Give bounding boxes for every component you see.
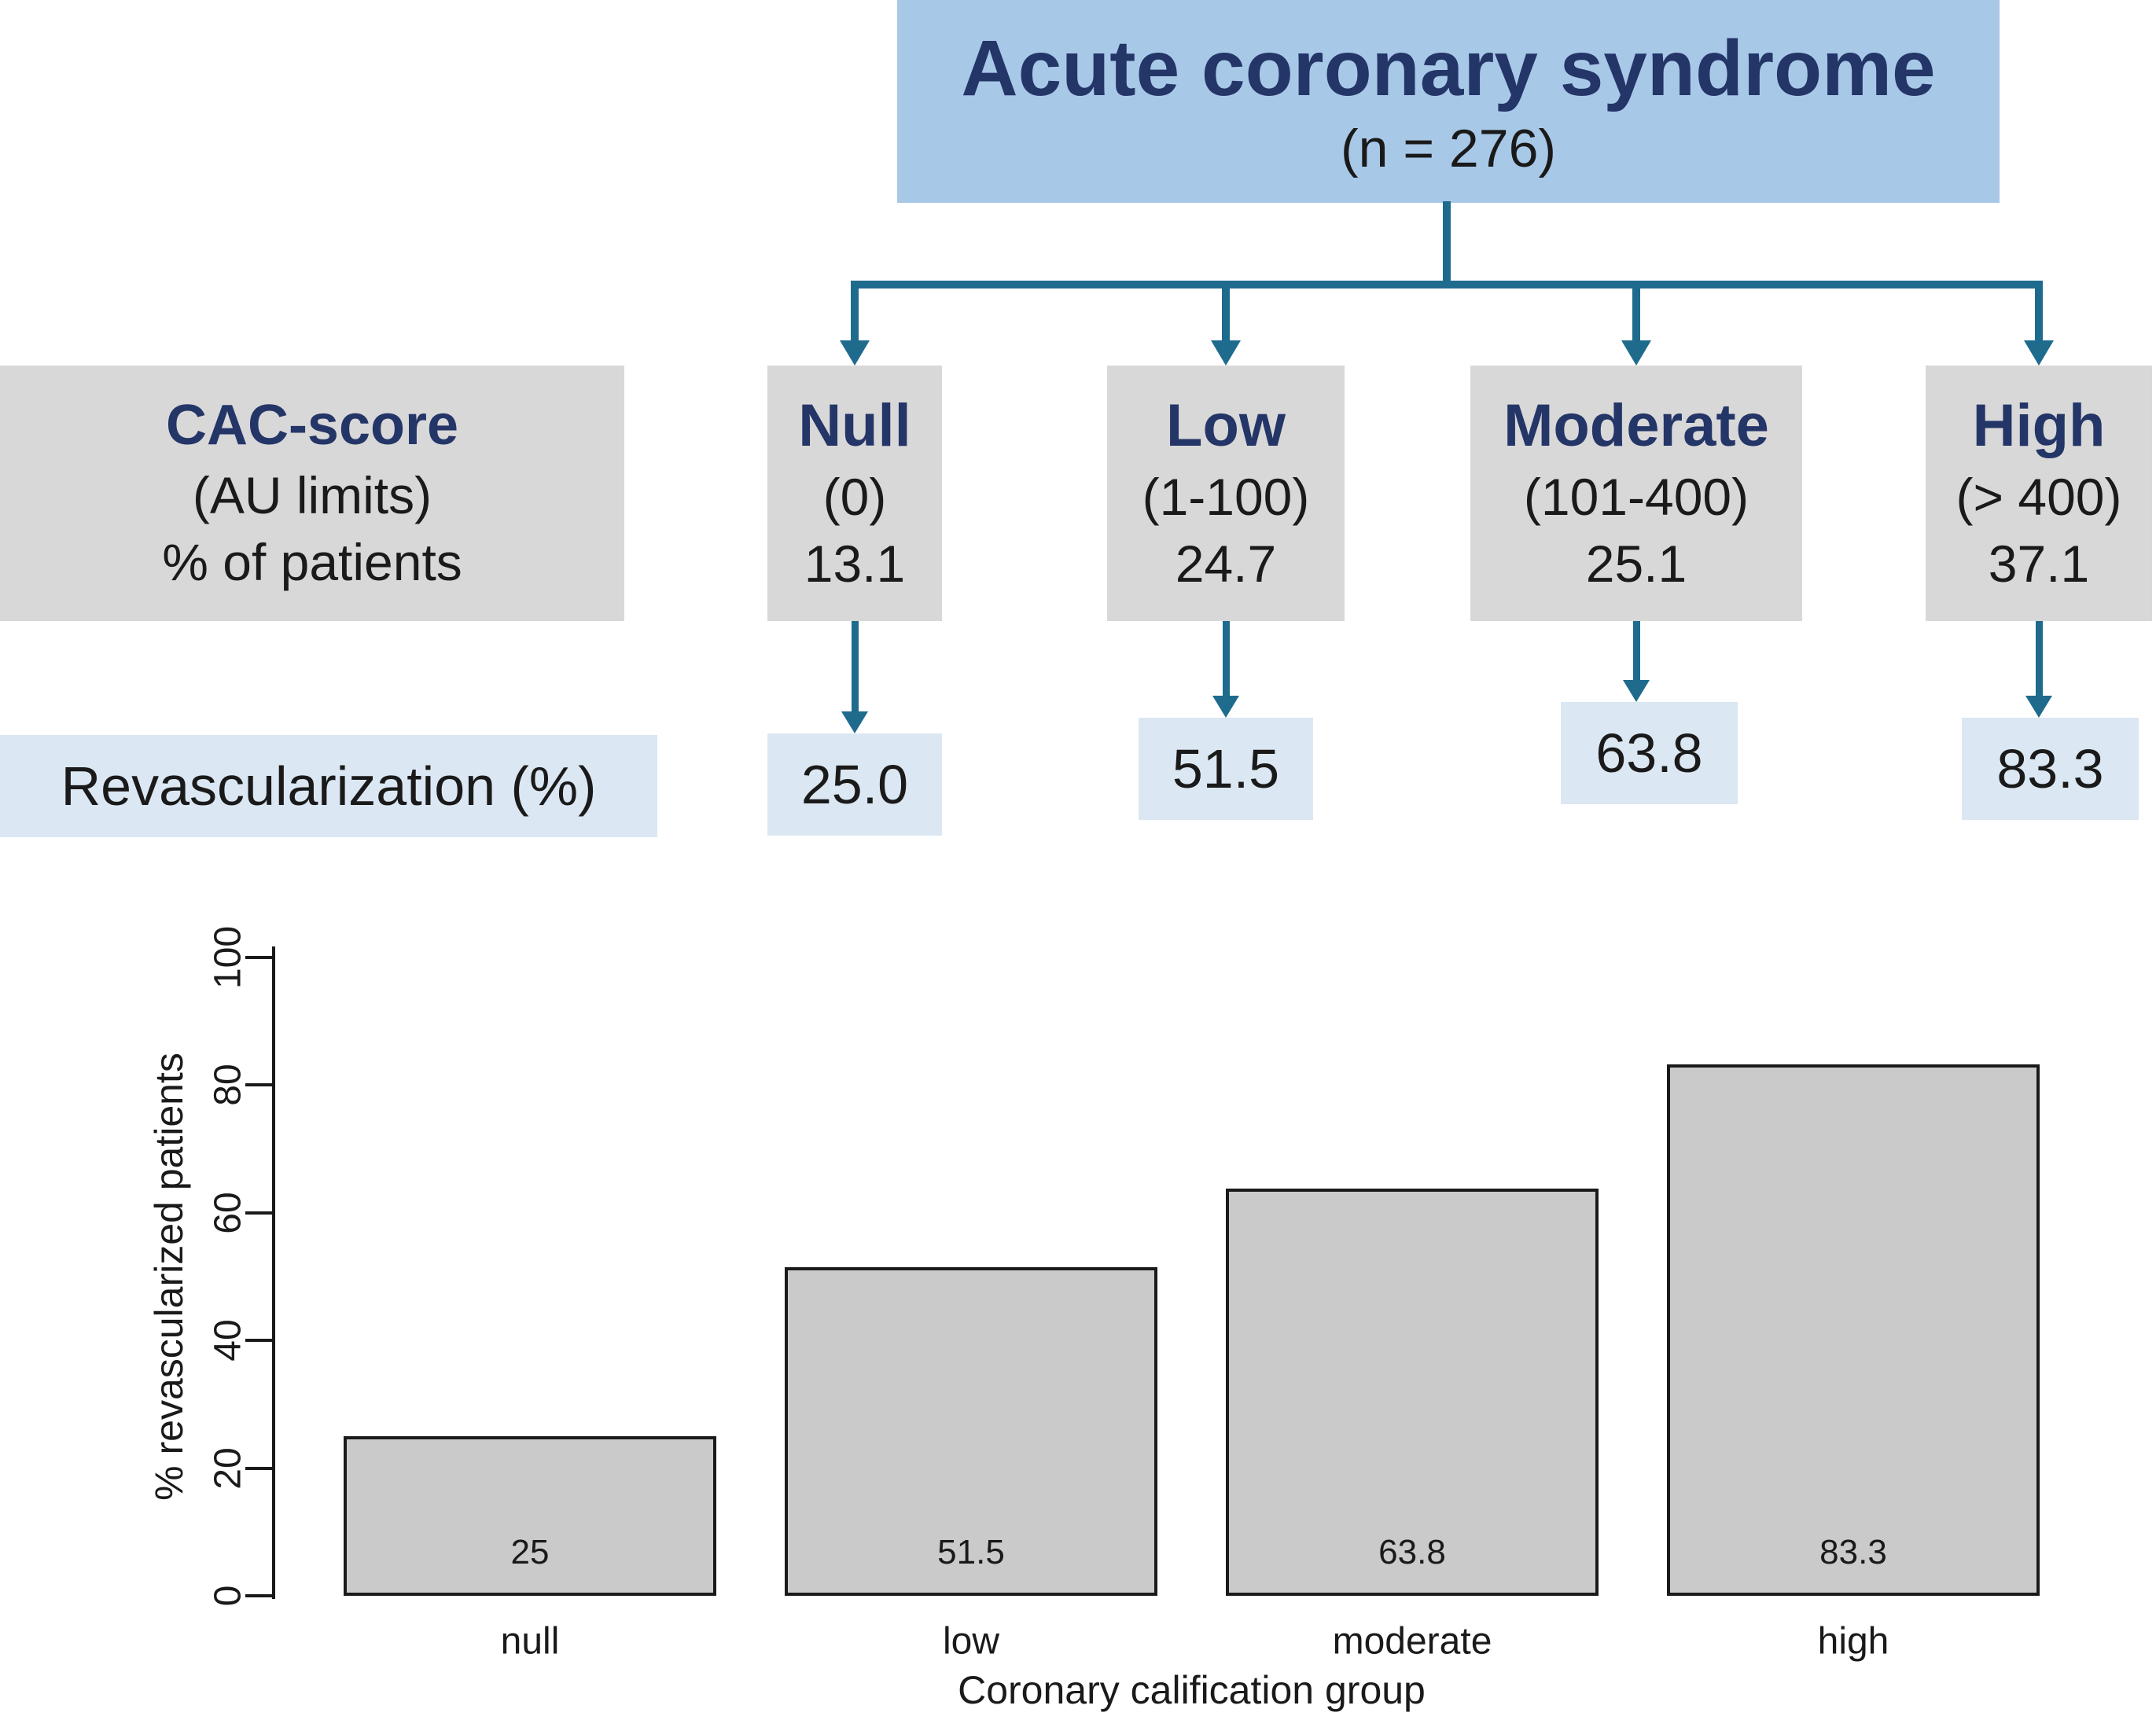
y-axis-tick <box>245 1339 272 1343</box>
y-axis-tick-label: 60 <box>207 1192 249 1234</box>
branch-connector <box>851 281 2043 289</box>
cac-pct-label: % of patients <box>162 533 462 592</box>
bar: 51.5 <box>785 1266 1157 1596</box>
category-range: (> 400) <box>1955 468 2122 527</box>
cac-au-limits: (AU limits) <box>192 466 432 524</box>
bar: 63.8 <box>1226 1188 1599 1596</box>
cac-header-box: CAC-score (AU limits) % of patients <box>0 366 624 621</box>
flow-arrowhead-icon <box>841 711 868 733</box>
bar-category-label: moderate <box>1332 1620 1492 1663</box>
category-title: High <box>1972 392 2106 460</box>
revascularization-value-box: 51.5 <box>1139 718 1313 820</box>
category-box-high: High (> 400) 37.1 <box>1926 366 2152 621</box>
category-box-low: Low (1-100) 24.7 <box>1107 366 1345 621</box>
revascularization-value-box: 63.8 <box>1561 702 1738 804</box>
root-subtitle: (n = 276) <box>1340 118 1557 178</box>
flow-arrow-line <box>1633 621 1640 680</box>
flow-arrow-line <box>1632 281 1640 342</box>
trunk-connector <box>1443 201 1451 282</box>
bar-category-label: null <box>500 1620 560 1663</box>
flow-arrowhead-icon <box>1212 696 1239 718</box>
revascularization-value-box: 25.0 <box>767 733 942 836</box>
x-axis-title: Coronary calification group <box>958 1668 1426 1712</box>
category-title: Null <box>798 392 911 460</box>
y-axis-title: % revascularized patients <box>147 1053 191 1501</box>
category-title: Moderate <box>1503 392 1769 460</box>
y-axis-tick-label: 20 <box>207 1446 249 1490</box>
acs-root-node: Acute coronary syndrome (n = 276) <box>897 0 2000 203</box>
category-box-moderate: Moderate (101-400) 25.1 <box>1470 366 1802 621</box>
bar-value-label: 51.5 <box>937 1532 1005 1571</box>
y-axis-tick-label: 100 <box>207 925 249 990</box>
flow-arrow-line <box>2036 621 2043 696</box>
revascularization-label-box: Revascularization (%) <box>0 735 657 837</box>
category-range: (1-100) <box>1142 468 1310 527</box>
category-pct: 13.1 <box>804 535 906 594</box>
flow-arrowhead-icon <box>1211 340 1241 366</box>
category-pct: 25.1 <box>1585 535 1687 594</box>
flow-arrow-line <box>851 281 859 342</box>
flow-arrowhead-icon <box>2025 696 2052 718</box>
category-range: (0) <box>822 468 887 527</box>
y-axis-tick-label: 40 <box>207 1319 249 1362</box>
flow-arrowhead-icon <box>1621 340 1651 366</box>
y-axis-tick <box>245 1211 272 1215</box>
flow-arrowhead-icon <box>1623 680 1650 702</box>
flow-arrow-line <box>1223 621 1230 696</box>
category-pct: 24.7 <box>1175 535 1277 594</box>
y-axis-line <box>272 946 275 1599</box>
category-title: Low <box>1166 392 1286 460</box>
root-title: Acute coronary syndrome <box>961 24 1936 112</box>
category-box-null: Null (0) 13.1 <box>767 366 942 621</box>
bar-value-label: 63.8 <box>1378 1532 1446 1571</box>
y-axis-tick <box>245 1466 272 1470</box>
bar: 25 <box>344 1436 716 1596</box>
flow-arrow-line <box>852 621 859 711</box>
y-axis-tick <box>245 1594 272 1597</box>
y-axis-tick-label: 80 <box>207 1064 249 1107</box>
flow-arrow-line <box>1222 281 1230 342</box>
bar-category-label: high <box>1817 1620 1889 1663</box>
cac-title: CAC-score <box>165 394 459 458</box>
flow-arrow-line <box>2035 281 2043 342</box>
revascularization-value-box: 83.3 <box>1962 718 2139 820</box>
bar: 83.3 <box>1667 1064 2040 1596</box>
y-axis-tick <box>245 956 272 959</box>
category-range: (101-400) <box>1523 468 1749 527</box>
y-axis-tick <box>245 1083 272 1087</box>
category-pct: 37.1 <box>1988 535 2090 594</box>
flow-arrowhead-icon <box>2024 340 2054 366</box>
bar-value-label: 25 <box>510 1533 550 1571</box>
bar-category-label: low <box>942 1620 1000 1663</box>
bar-value-label: 83.3 <box>1819 1532 1887 1571</box>
flow-arrowhead-icon <box>840 340 870 366</box>
y-axis-tick-label: 0 <box>207 1585 249 1607</box>
